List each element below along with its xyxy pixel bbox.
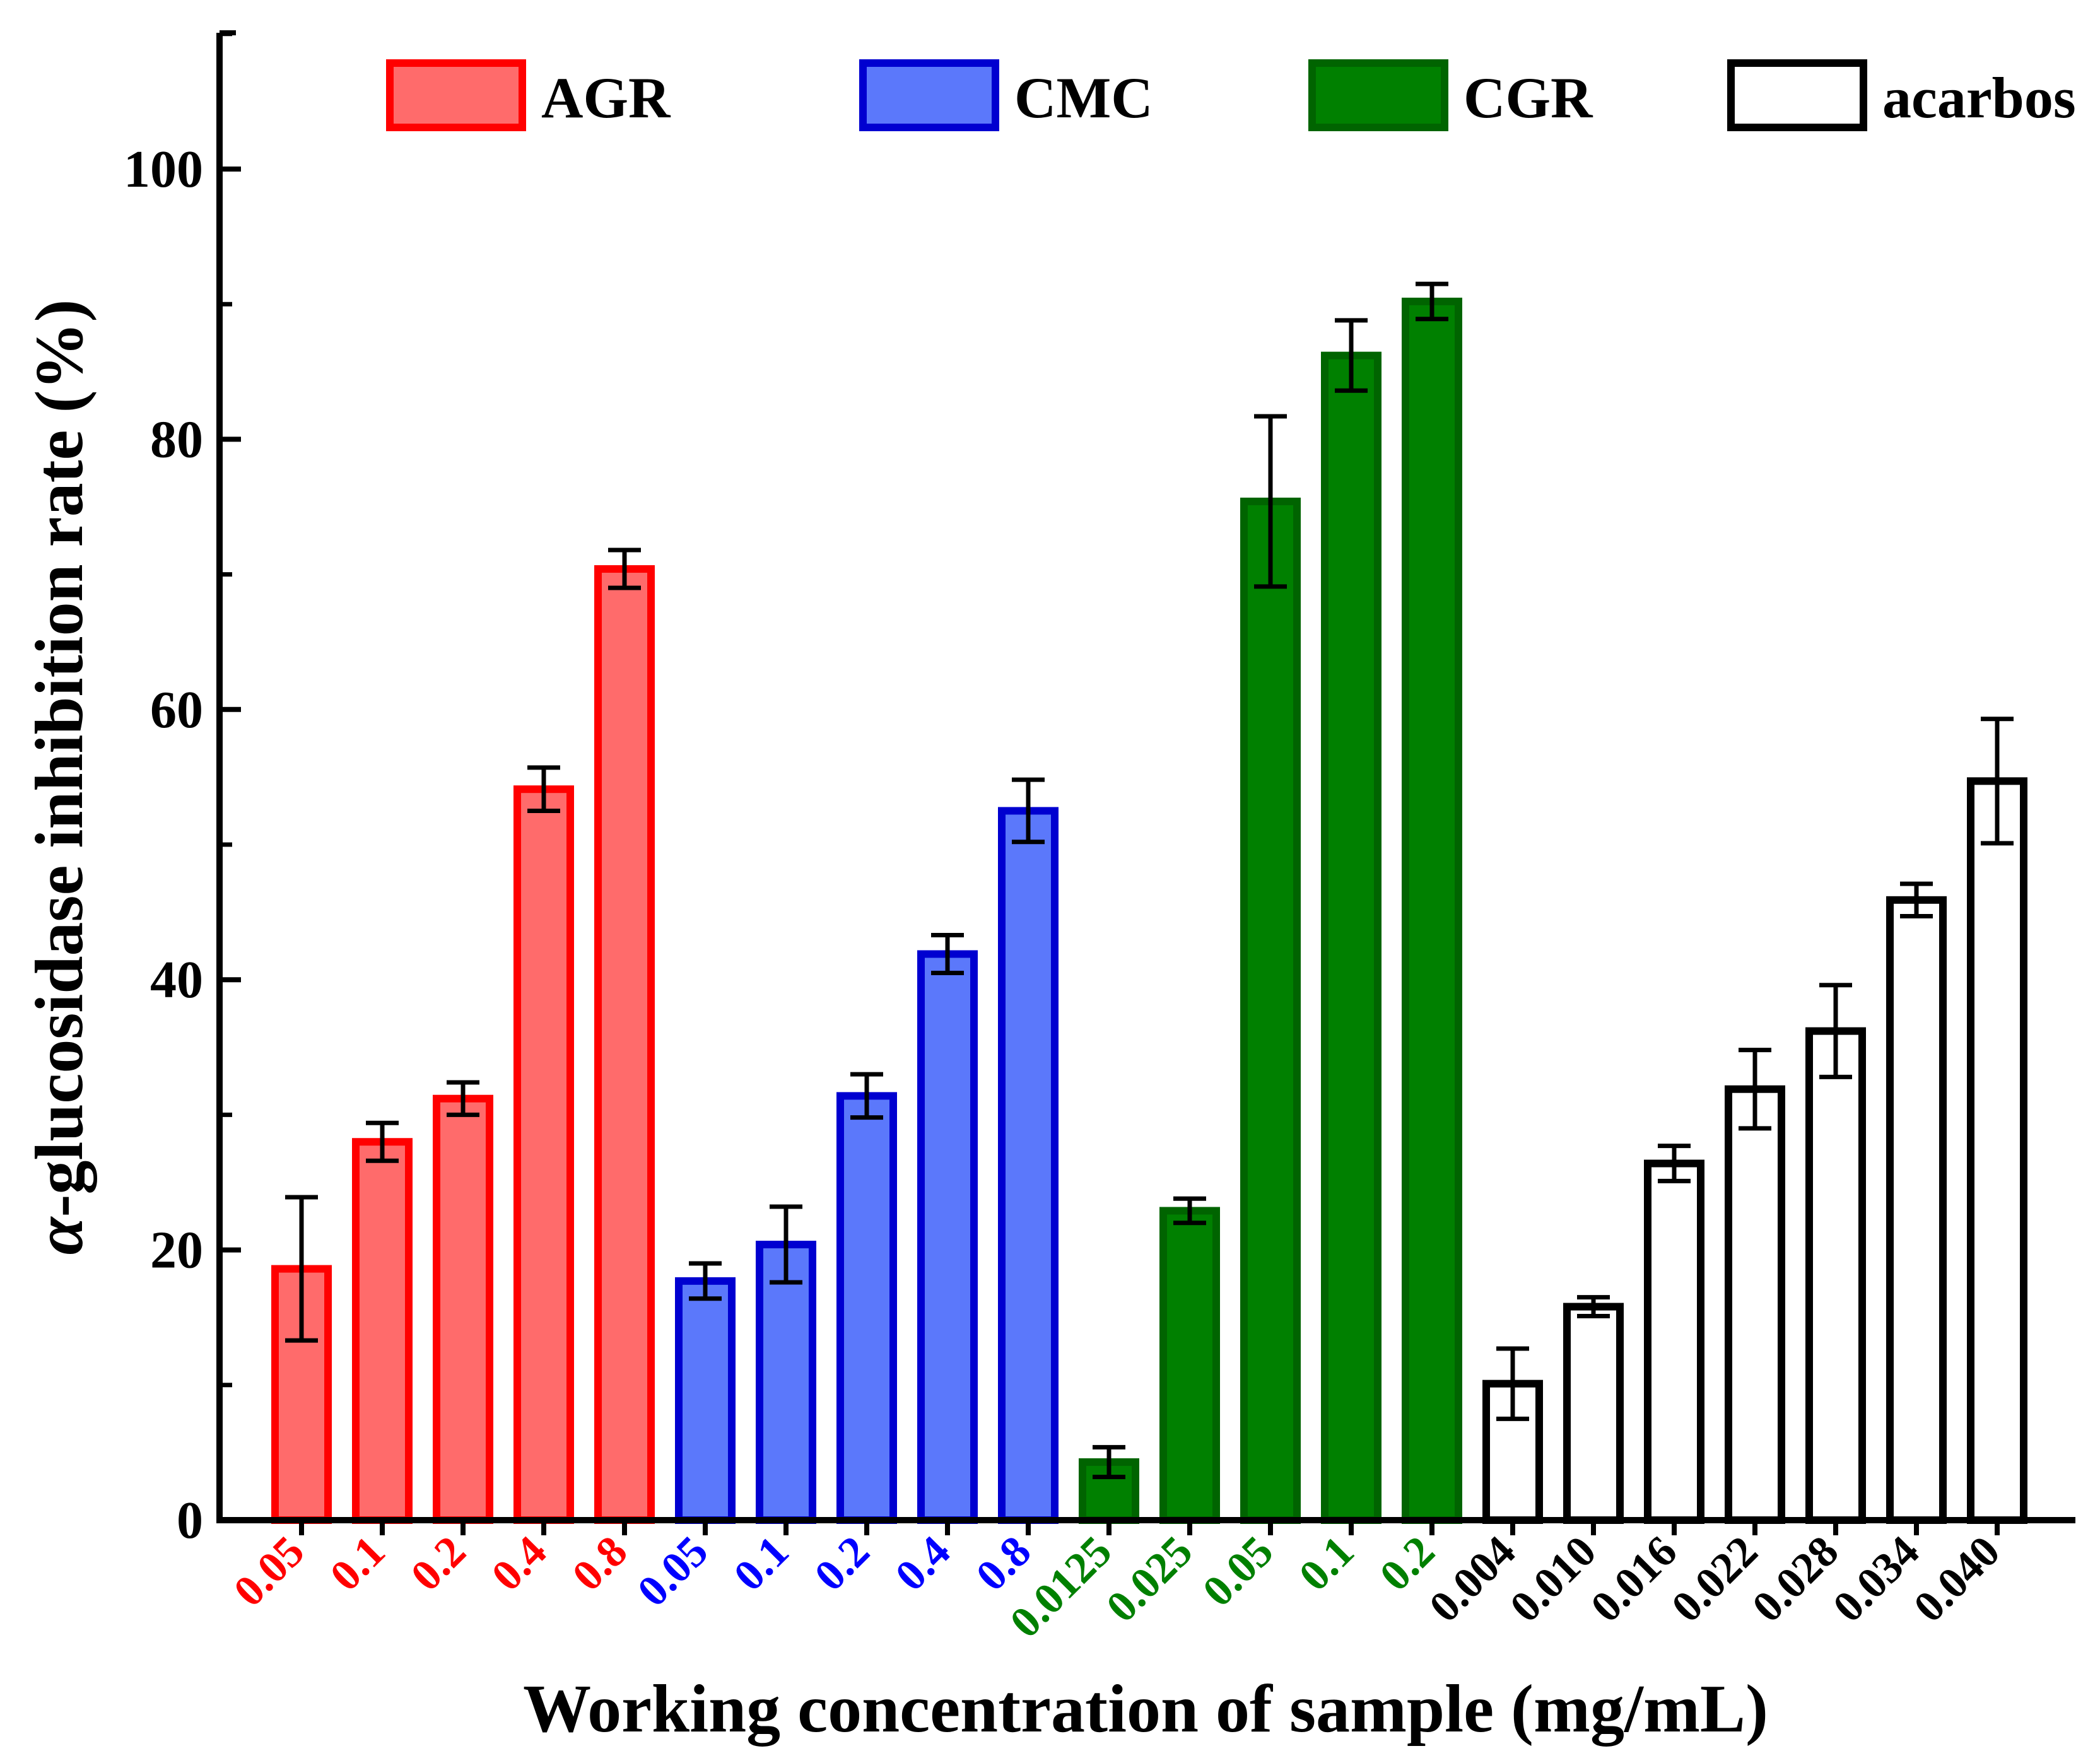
- axes: [216, 30, 2075, 1535]
- x-axis-title: Working concentration of sample (mg/mL): [523, 1672, 1768, 1747]
- error-bar-cgr-0.2: [1416, 281, 1448, 322]
- x-tick-label-agr-0.05: 0.05: [225, 1527, 314, 1616]
- x-tick-label-acarbos-0.034: 0.034: [1824, 1527, 1928, 1632]
- error-bar-acarbos-0.040: [1981, 717, 2014, 846]
- bar-acarbos-0.034: [1886, 896, 1947, 1524]
- error-bar-acarbos-0.004: [1496, 1346, 1529, 1421]
- bar-cgr-0.025: [1159, 1207, 1220, 1525]
- bar-agr-0.1: [352, 1138, 413, 1524]
- x-tick-label-agr-0.4: 0.4: [483, 1527, 556, 1600]
- y-axis-title-alpha: α: [22, 1215, 97, 1255]
- legend-label-cgr: CGR: [1464, 66, 1593, 130]
- bar-acarbos-0.022: [1725, 1085, 1785, 1524]
- legend-swatch-agr: [386, 59, 526, 131]
- error-bar-cmc-0.4: [931, 933, 964, 975]
- error-bar-cgr-0.025: [1173, 1196, 1206, 1226]
- legend-label-agr: AGR: [541, 66, 671, 130]
- bar-cmc-0.4: [917, 950, 978, 1524]
- x-tick-label-cgr-0.1: 0.1: [1290, 1527, 1363, 1600]
- x-tick-label-cmc-0.1: 0.1: [725, 1527, 798, 1600]
- x-tick-label-cmc-0.4: 0.4: [886, 1527, 959, 1600]
- x-tick-label-agr-0.2: 0.2: [402, 1527, 475, 1600]
- y-axis-title: α-glucosidase inhibition rate (%): [22, 300, 97, 1255]
- x-tick-label-agr-0.1: 0.1: [321, 1527, 394, 1600]
- legend-label-cmc: CMC: [1014, 66, 1153, 130]
- bar-agr-0.4: [513, 785, 574, 1524]
- y-tick-label-0: 0: [177, 1491, 203, 1550]
- bar-agr-0.2: [433, 1094, 493, 1525]
- bar-cgr-0.1: [1321, 351, 1381, 1525]
- legend-item-cgr: CGR: [1308, 59, 1593, 131]
- bar-cmc-0.05: [675, 1277, 736, 1524]
- legend: AGR CMC CGR acarbos: [386, 59, 2076, 131]
- legend-item-acarbos: acarbos: [1727, 59, 2076, 131]
- bar-cmc-0.8: [998, 807, 1059, 1524]
- error-bar-agr-0.4: [527, 765, 560, 813]
- bar-cmc-0.2: [836, 1092, 897, 1524]
- legend-item-agr: AGR: [386, 59, 671, 131]
- error-bar-cgr-0.0125: [1093, 1444, 1125, 1479]
- y-tick-label-100: 100: [124, 140, 203, 199]
- y-axis-title-rest: -glucosidase inhibition rate (%): [22, 300, 97, 1217]
- x-tick-label-acarbos-0.028: 0.028: [1743, 1527, 1848, 1632]
- x-tick-label-acarbos-0.010: 0.010: [1501, 1527, 1605, 1632]
- error-bar-cmc-0.05: [689, 1261, 722, 1301]
- bars: [271, 281, 2027, 1525]
- bar-acarbos-0.016: [1644, 1159, 1704, 1524]
- error-bar-cmc-0.8: [1012, 777, 1045, 845]
- error-bar-agr-0.2: [447, 1080, 479, 1117]
- error-bar-cmc-0.1: [770, 1204, 802, 1285]
- x-tick-label-acarbos-0.004: 0.004: [1420, 1527, 1525, 1632]
- error-bar-acarbos-0.034: [1900, 881, 1933, 919]
- legend-swatch-cmc: [859, 59, 999, 131]
- error-bar-agr-0.1: [366, 1120, 399, 1163]
- error-bar-agr-0.05: [285, 1195, 318, 1343]
- error-bar-agr-0.8: [608, 548, 641, 590]
- error-bar-acarbos-0.010: [1577, 1295, 1610, 1319]
- error-bar-acarbos-0.028: [1819, 983, 1852, 1079]
- bar-cmc-0.1: [756, 1241, 816, 1524]
- error-bar-cgr-0.05: [1254, 414, 1287, 589]
- y-tick-label-20: 20: [150, 1221, 203, 1280]
- y-tick-label-40: 40: [150, 951, 203, 1009]
- x-tick-label-cgr-0.05: 0.05: [1194, 1527, 1282, 1616]
- error-bar-cmc-0.2: [850, 1072, 883, 1120]
- x-tick-label-cmc-0.05: 0.05: [628, 1527, 717, 1616]
- bar-cgr-0.05: [1240, 497, 1301, 1524]
- x-tick-label-cgr-0.025: 0.025: [1097, 1527, 1202, 1632]
- error-bar-cgr-0.1: [1335, 318, 1368, 393]
- y-tick-label-80: 80: [150, 410, 203, 469]
- bar-acarbos-0.028: [1805, 1027, 1866, 1524]
- legend-item-cmc: CMC: [859, 59, 1153, 131]
- legend-label-acarbos: acarbos: [1882, 66, 2076, 130]
- bar-agr-0.8: [594, 565, 655, 1524]
- legend-swatch-cgr: [1308, 59, 1448, 131]
- error-bar-acarbos-0.022: [1739, 1048, 1771, 1131]
- x-tick-label-cmc-0.2: 0.2: [806, 1527, 879, 1600]
- y-tick-label-60: 60: [150, 681, 203, 739]
- x-tick-label-agr-0.8: 0.8: [563, 1527, 636, 1600]
- legend-swatch-acarbos: [1727, 59, 1867, 131]
- bar-acarbos-0.010: [1563, 1303, 1624, 1524]
- x-tick-label-acarbos-0.016: 0.016: [1581, 1527, 1686, 1632]
- bar-cgr-0.2: [1402, 297, 1462, 1524]
- error-bar-acarbos-0.016: [1658, 1144, 1691, 1183]
- x-tick-label-acarbos-0.022: 0.022: [1662, 1527, 1767, 1632]
- x-tick-label-acarbos-0.040: 0.040: [1904, 1527, 2009, 1632]
- bar-acarbos-0.040: [1967, 777, 2027, 1524]
